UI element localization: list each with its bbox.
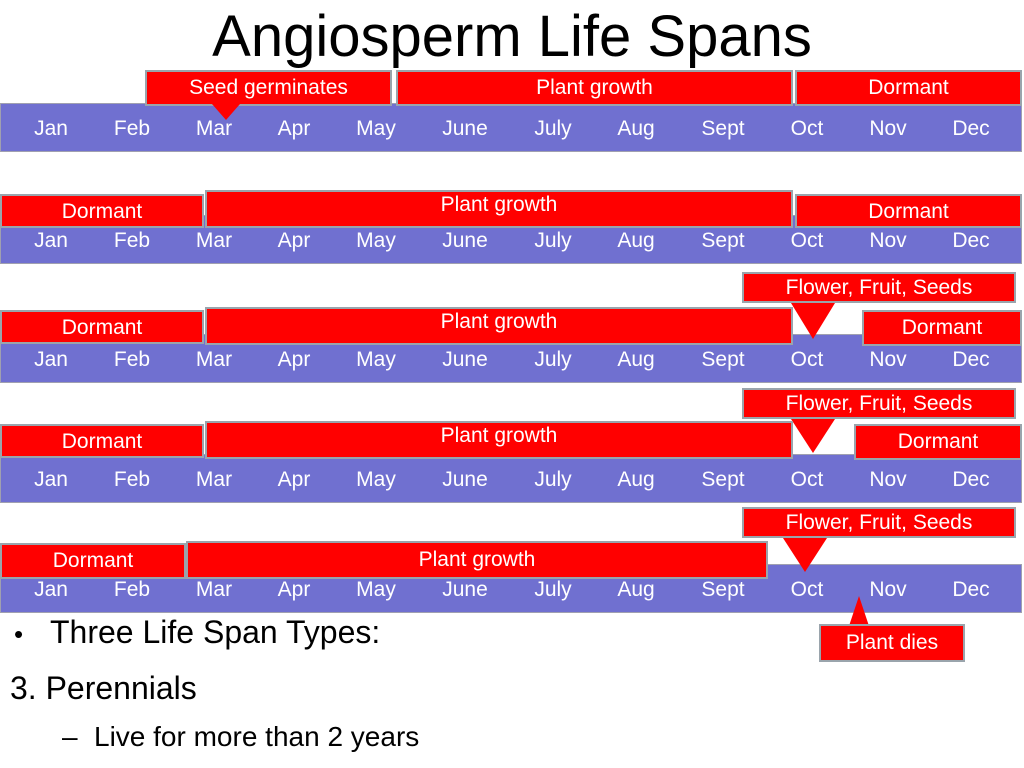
month-label-aug: Aug <box>617 348 655 371</box>
month-label-july: July <box>534 578 572 601</box>
month-label-sept: Sept <box>701 578 745 601</box>
month-label-may: May <box>356 578 396 601</box>
month-label-oct: Oct <box>790 468 824 491</box>
month-label-june: June <box>442 117 488 140</box>
callout-plant-growth: Plant growth <box>205 307 793 345</box>
month-label-jan: Jan <box>34 468 68 491</box>
month-label-mar: Mar <box>195 348 233 371</box>
sub-bullet-perennials-desc: Live for more than 2 years <box>94 721 420 752</box>
bullet-life-span-types: Three Life Span Types: <box>50 614 381 650</box>
month-label-july: July <box>534 117 572 140</box>
month-label-jan: Jan <box>34 117 68 140</box>
month-label-aug: Aug <box>617 578 655 601</box>
callout-seed-germinates: Seed germinates <box>145 70 392 106</box>
callout-plant-growth: Plant growth <box>205 421 793 459</box>
month-label-feb: Feb <box>113 468 151 491</box>
callout-dormant: Dormant <box>0 543 186 579</box>
month-label-nov: Nov <box>869 468 907 491</box>
month-label-aug: Aug <box>617 229 655 252</box>
month-label-nov: Nov <box>869 348 907 371</box>
month-label-jan: Jan <box>34 348 68 371</box>
callout-plant-growth: Plant growth <box>205 190 793 228</box>
month-label-apr: Apr <box>277 348 311 371</box>
month-label-mar: Mar <box>195 578 233 601</box>
callout-dormant: Dormant <box>0 424 204 458</box>
month-label-sept: Sept <box>701 117 745 140</box>
callout-flower-fruit-seeds: Flower, Fruit, Seeds <box>742 388 1016 419</box>
callout-seed-germinates-pointer <box>212 104 240 120</box>
callout-dormant: Dormant <box>854 424 1022 460</box>
timeline-bar-1: Jan Feb Mar Apr May June July Aug Sept Oct Nov Dec <box>0 103 1022 152</box>
month-label-apr: Apr <box>277 117 311 140</box>
month-label-dec: Dec <box>952 229 990 252</box>
month-label-oct: Oct <box>790 348 824 371</box>
month-label-feb: Feb <box>113 348 151 371</box>
month-label-june: June <box>442 578 488 601</box>
month-label-aug: Aug <box>617 468 655 491</box>
month-label-nov: Nov <box>869 117 907 140</box>
month-label-sept: Sept <box>701 229 745 252</box>
callout-flower-fruit-seeds: Flower, Fruit, Seeds <box>742 507 1016 538</box>
month-label-may: May <box>356 229 396 252</box>
callout-plant-growth: Plant growth <box>396 70 793 106</box>
callout-flower-fruit-seeds: Flower, Fruit, Seeds <box>742 272 1016 303</box>
callout-plant-dies-pointer <box>849 596 869 626</box>
callout-plant-growth: Plant growth <box>186 541 768 579</box>
callout-plant-dies: Plant dies <box>819 624 965 662</box>
month-label-jan: Jan <box>34 578 68 601</box>
month-label-may: May <box>356 117 396 140</box>
month-label-sept: Sept <box>701 468 745 491</box>
month-label-oct: Oct <box>790 578 824 601</box>
month-label-june: June <box>442 468 488 491</box>
month-label-july: July <box>534 468 572 491</box>
month-label-aug: Aug <box>617 117 655 140</box>
month-label-feb: Feb <box>113 229 151 252</box>
callout-dormant: Dormant <box>862 310 1022 346</box>
page-title: Angiosperm Life Spans <box>212 4 812 69</box>
month-label-may: May <box>356 468 396 491</box>
month-label-feb: Feb <box>113 578 151 601</box>
callout-dormant: Dormant <box>0 310 204 344</box>
sub-bullet-dash: – <box>62 721 78 752</box>
month-label-nov: Nov <box>869 229 907 252</box>
month-label-may: May <box>356 348 396 371</box>
month-label-nov: Nov <box>869 578 907 601</box>
timeline-bar-4: Jan Feb Mar Apr May June July Aug Sept Oct Nov Dec <box>0 454 1022 503</box>
heading-perennials: 3. Perennials <box>10 670 197 706</box>
callout-dormant: Dormant <box>795 194 1022 228</box>
month-label-oct: Oct <box>790 117 824 140</box>
month-label-jan: Jan <box>34 229 68 252</box>
month-label-dec: Dec <box>952 468 990 491</box>
callout-flower-fruit-seeds-pointer <box>791 419 835 453</box>
callout-flower-fruit-seeds-pointer <box>783 538 827 572</box>
month-label-mar: Mar <box>195 468 233 491</box>
month-label-apr: Apr <box>277 229 311 252</box>
month-label-dec: Dec <box>952 117 990 140</box>
callout-dormant: Dormant <box>795 70 1022 106</box>
callout-flower-fruit-seeds-pointer <box>791 303 835 339</box>
month-label-june: June <box>442 348 488 371</box>
month-label-july: July <box>534 229 572 252</box>
month-label-apr: Apr <box>277 468 311 491</box>
month-label-oct: Oct <box>790 229 824 252</box>
month-label-feb: Feb <box>113 117 151 140</box>
callout-dormant: Dormant <box>0 194 204 228</box>
month-label-apr: Apr <box>277 578 311 601</box>
month-label-june: June <box>442 229 488 252</box>
month-label-dec: Dec <box>952 578 990 601</box>
month-label-mar: Mar <box>195 229 233 252</box>
bullet-marker: • <box>14 619 24 649</box>
month-label-july: July <box>534 348 572 371</box>
month-label-sept: Sept <box>701 348 745 371</box>
month-label-dec: Dec <box>952 348 990 371</box>
month-label-mar: Mar <box>195 117 233 140</box>
